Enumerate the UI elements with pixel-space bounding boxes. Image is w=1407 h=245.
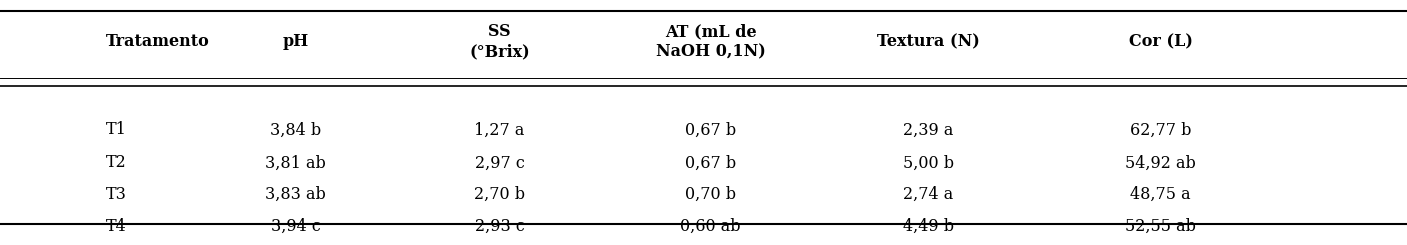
Text: 3,94 c: 3,94 c: [270, 218, 321, 235]
Text: 5,00 b: 5,00 b: [903, 154, 954, 171]
Text: 3,84 b: 3,84 b: [270, 121, 321, 138]
Text: T3: T3: [106, 186, 127, 203]
Text: 2,39 a: 2,39 a: [903, 121, 954, 138]
Text: AT (mL de
NaOH 0,1N): AT (mL de NaOH 0,1N): [656, 23, 765, 60]
Text: 3,83 ab: 3,83 ab: [265, 186, 326, 203]
Text: T2: T2: [106, 154, 127, 171]
Text: SS
(°Brix): SS (°Brix): [469, 23, 530, 60]
Text: T4: T4: [106, 218, 127, 235]
Text: 52,55 ab: 52,55 ab: [1126, 218, 1196, 235]
Text: 0,67 b: 0,67 b: [685, 154, 736, 171]
Text: 4,49 b: 4,49 b: [903, 218, 954, 235]
Text: pH: pH: [283, 33, 308, 50]
Text: 0,67 b: 0,67 b: [685, 121, 736, 138]
Text: 1,27 a: 1,27 a: [474, 121, 525, 138]
Text: T1: T1: [106, 121, 127, 138]
Text: 2,70 b: 2,70 b: [474, 186, 525, 203]
Text: 0,60 ab: 0,60 ab: [681, 218, 740, 235]
Text: Cor (L): Cor (L): [1128, 33, 1193, 50]
Text: 62,77 b: 62,77 b: [1130, 121, 1192, 138]
Text: 2,97 c: 2,97 c: [474, 154, 525, 171]
Text: 2,74 a: 2,74 a: [903, 186, 954, 203]
Text: 48,75 a: 48,75 a: [1130, 186, 1192, 203]
Text: 3,81 ab: 3,81 ab: [265, 154, 326, 171]
Text: Tratamento: Tratamento: [106, 33, 210, 50]
Text: 2,93 c: 2,93 c: [474, 218, 525, 235]
Text: 54,92 ab: 54,92 ab: [1126, 154, 1196, 171]
Text: Textura (N): Textura (N): [877, 33, 981, 50]
Text: 0,70 b: 0,70 b: [685, 186, 736, 203]
